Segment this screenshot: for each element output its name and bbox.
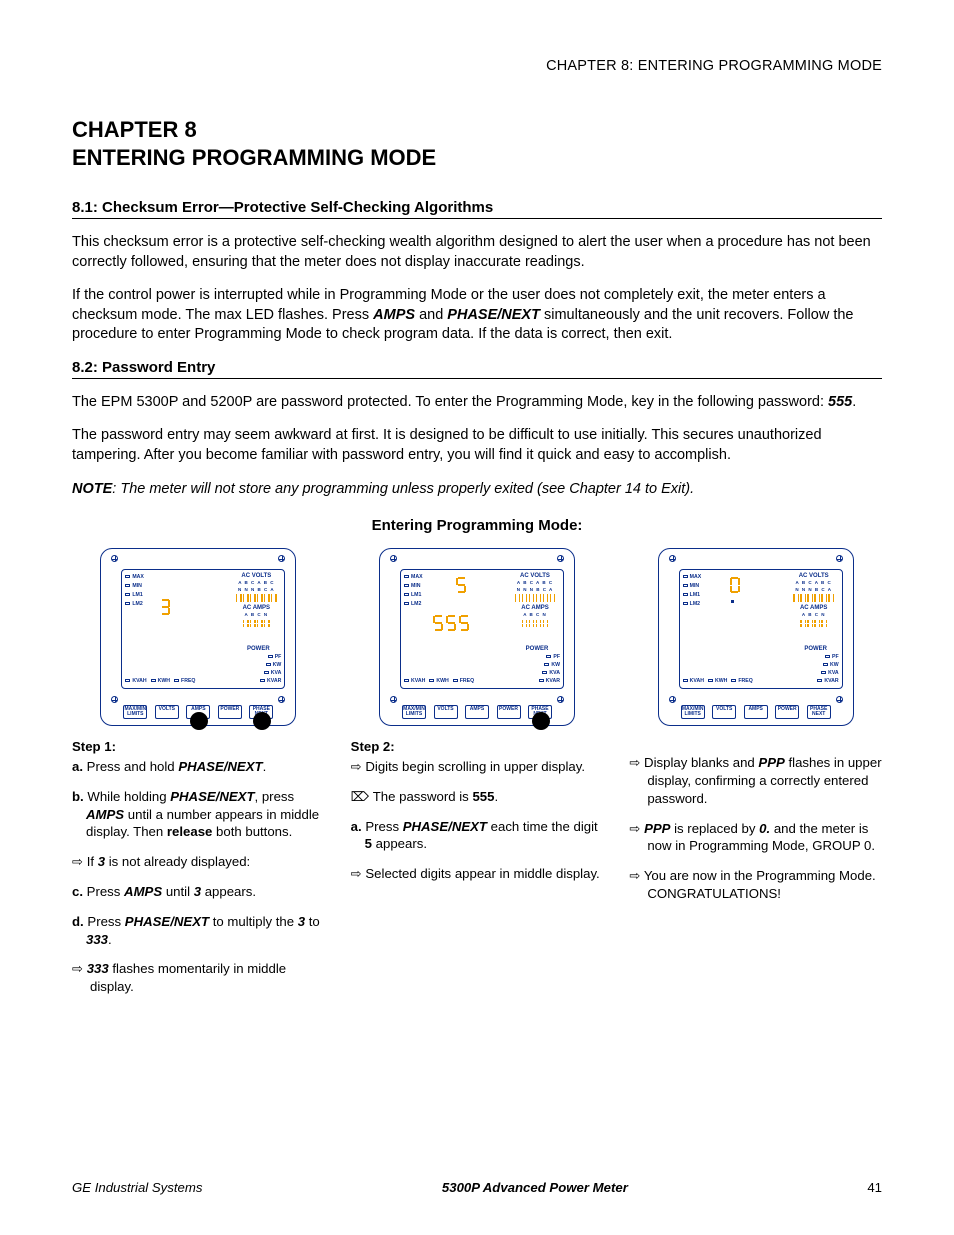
volts-button: VOLTS bbox=[155, 705, 179, 719]
kvar-label: KVAR bbox=[267, 678, 281, 685]
entering-mode-subhead: Entering Programming Mode: bbox=[72, 517, 882, 534]
step-1-label: Step 1: bbox=[72, 738, 325, 756]
meter-diagram-3: MAX MIN LM1 LM2 AC VOLTS A B C A B C N N… bbox=[658, 548, 854, 726]
step-1b: b. While holding PHASE/NEXT, press AMPS … bbox=[72, 788, 325, 841]
power-button: POWER bbox=[218, 705, 242, 719]
text: . bbox=[852, 394, 856, 410]
chapter-title-line1: CHAPTER 8 bbox=[72, 116, 882, 144]
footer-mid: 5300P Advanced Power Meter bbox=[442, 1180, 628, 1195]
note-body: : The meter will not store any programmi… bbox=[112, 481, 694, 497]
step-3-arrow-1: ⇨ Display blanks and PPP flashes in uppe… bbox=[629, 754, 882, 807]
step-2a: a. Press PHASE/NEXT each time the digit … bbox=[351, 818, 604, 854]
step-1a: a. Press and hold PHASE/NEXT. bbox=[72, 758, 325, 776]
maxmin-limits-button: MAX/MINLIMITS bbox=[123, 705, 147, 719]
step-1-column: MAX MIN LM1 LM2 AC VOLTS A B C A B C N N… bbox=[72, 548, 325, 1008]
maxmin-limits-button: MAX/MINLIMITS bbox=[402, 705, 426, 719]
steps-columns: MAX MIN LM1 LM2 AC VOLTS A B C A B C N N… bbox=[72, 548, 882, 1008]
section-8-2-p2: The password entry may seem awkward at f… bbox=[72, 426, 882, 465]
footer-left: GE Industrial Systems bbox=[72, 1180, 202, 1195]
note-lead: NOTE bbox=[72, 481, 112, 497]
meter-diagram-1: MAX MIN LM1 LM2 AC VOLTS A B C A B C N N… bbox=[100, 548, 296, 726]
lm1-label: LM1 bbox=[132, 592, 142, 599]
text: and bbox=[415, 307, 447, 323]
amps-button: AMPS bbox=[186, 705, 210, 719]
section-8-1-p1: This checksum error is a protective self… bbox=[72, 233, 882, 272]
ac-amps-label: AC AMPS bbox=[231, 604, 281, 612]
step-1d: d. Press PHASE/NEXT to multiply the 3 to… bbox=[72, 913, 325, 949]
section-8-1-p2: If the control power is interrupted whil… bbox=[72, 286, 882, 345]
page-footer: GE Industrial Systems 5300P Advanced Pow… bbox=[72, 1180, 882, 1195]
step-2-arrow-2: ⌦ The password is 555. bbox=[351, 788, 604, 806]
section-8-1-heading: 8.1: Checksum Error—Protective Self-Chec… bbox=[72, 199, 882, 219]
max-label: MAX bbox=[132, 574, 144, 581]
phase-next-label: PHASE/NEXT bbox=[447, 307, 540, 323]
volts-button: VOLTS bbox=[712, 705, 736, 719]
amps-button: AMPS bbox=[465, 705, 489, 719]
step-2-column: MAX MIN LM1 LM2 AC VOLTS A B C A B C bbox=[351, 548, 604, 1008]
maxmin-limits-button: MAX/MINLIMITS bbox=[681, 705, 705, 719]
min-label: MIN bbox=[132, 583, 142, 590]
amps-label: AMPS bbox=[373, 307, 415, 323]
kw-label: KW bbox=[273, 662, 282, 669]
power-button: POWER bbox=[775, 705, 799, 719]
step-3-column: MAX MIN LM1 LM2 AC VOLTS A B C A B C N N… bbox=[629, 548, 882, 1008]
ac-volts-label: AC VOLTS bbox=[231, 572, 281, 580]
kvah-label: KVAH bbox=[132, 678, 146, 685]
step-3-arrow-2: ⇨ PPP is replaced by 0. and the meter is… bbox=[629, 820, 882, 856]
section-8-2-heading: 8.2: Password Entry bbox=[72, 359, 882, 379]
password-value: 555 bbox=[828, 394, 852, 410]
step-2-arrow-3: ⇨ Selected digits appear in middle displ… bbox=[351, 865, 604, 883]
kwh-label: KWH bbox=[158, 678, 170, 685]
chapter-title: CHAPTER 8 ENTERING PROGRAMMING MODE bbox=[72, 116, 882, 171]
step-1-arrow-2: ⇨ 333 flashes momentarily in middle disp… bbox=[72, 960, 325, 996]
meter-diagram-2: MAX MIN LM1 LM2 AC VOLTS A B C A B C bbox=[379, 548, 575, 726]
nnn-row: N N N B C A bbox=[231, 587, 281, 593]
step-2-arrow-1: ⇨ Digits begin scrolling in upper displa… bbox=[351, 758, 604, 776]
phase-next-button: PHASENEXT bbox=[528, 705, 552, 719]
phase-next-button: PHASENEXT bbox=[807, 705, 831, 719]
power-button: POWER bbox=[497, 705, 521, 719]
abc-row: A B C A B C bbox=[231, 580, 281, 586]
freq-label: FREQ bbox=[181, 678, 195, 685]
volts-button: VOLTS bbox=[434, 705, 458, 719]
step-1c: c. Press AMPS until 3 appears. bbox=[72, 883, 325, 901]
page-header-right: CHAPTER 8: ENTERING PROGRAMMING MODE bbox=[72, 58, 882, 74]
step-2-label: Step 2: bbox=[351, 738, 604, 756]
phase-next-button: PHASENEXT bbox=[249, 705, 273, 719]
chapter-title-line2: ENTERING PROGRAMMING MODE bbox=[72, 144, 882, 172]
section-8-2-p1: The EPM 5300P and 5200P are password pro… bbox=[72, 393, 882, 413]
lm2-label: LM2 bbox=[132, 601, 142, 608]
pf-label: PF bbox=[275, 654, 282, 661]
abcn-row: A B C N bbox=[231, 612, 281, 618]
step-3-arrow-3: ⇨ You are now in the Programming Mode. C… bbox=[629, 867, 882, 903]
amps-button: AMPS bbox=[744, 705, 768, 719]
section-8-2-note: NOTE: The meter will not store any progr… bbox=[72, 480, 882, 500]
power-label: POWER bbox=[235, 645, 281, 653]
kva-label: KVA bbox=[271, 670, 282, 677]
footer-page-number: 41 bbox=[867, 1180, 882, 1195]
step-1-arrow-1: ⇨ If 3 is not already displayed: bbox=[72, 853, 325, 871]
text: The EPM 5300P and 5200P are password pro… bbox=[72, 394, 828, 410]
